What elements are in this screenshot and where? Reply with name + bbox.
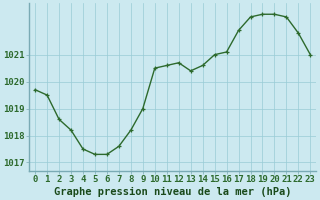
X-axis label: Graphe pression niveau de la mer (hPa): Graphe pression niveau de la mer (hPa) [54,186,292,197]
